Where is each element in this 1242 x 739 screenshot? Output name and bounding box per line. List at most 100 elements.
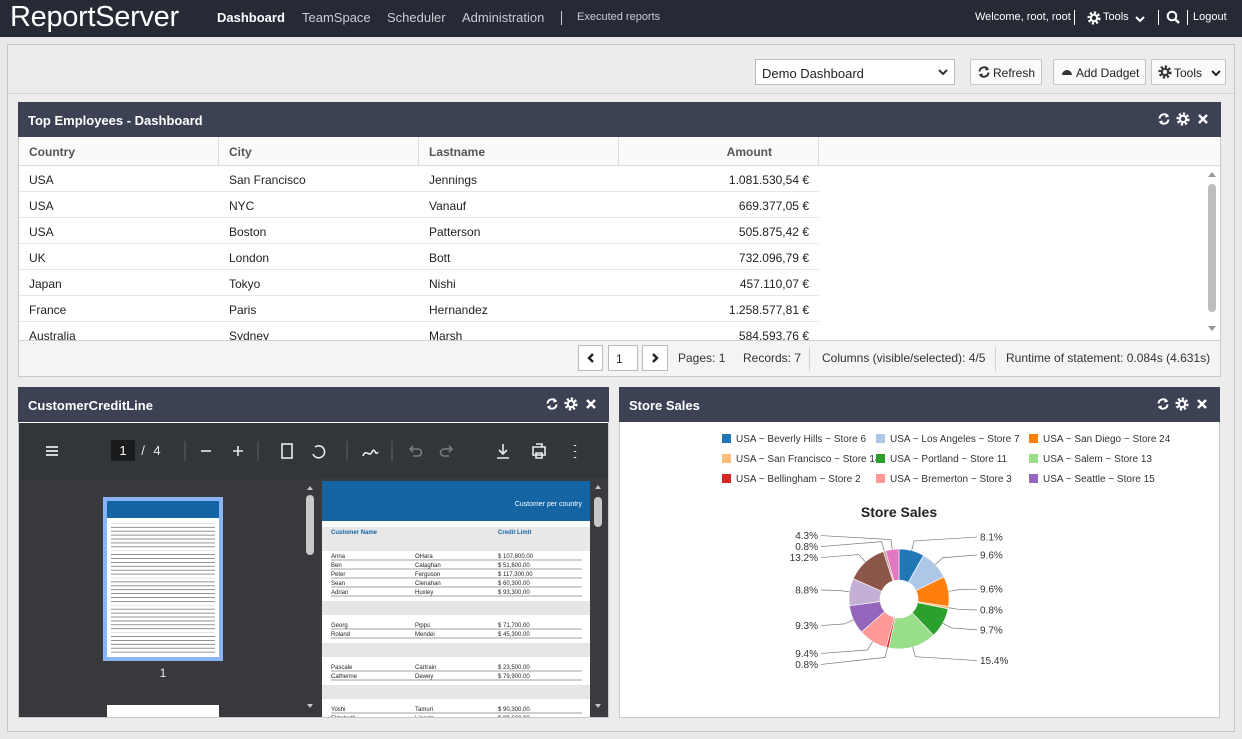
page-number: 1 [119, 443, 126, 458]
pdf-cell: $ 79,900.00 [498, 674, 530, 680]
slice-label: 9.3% [795, 621, 818, 632]
pager-button[interactable] [642, 345, 668, 371]
page-input[interactable]: 1 [608, 345, 638, 371]
footer-separator [809, 347, 810, 371]
gear-icon[interactable] [1175, 397, 1189, 411]
thumbnail-line [111, 617, 215, 618]
thumbnail-page [107, 501, 219, 657]
page-count: 4 [153, 443, 160, 458]
store-sales-header: Store Sales [619, 387, 1220, 422]
gear-ring [568, 401, 574, 407]
table-row: FranceParisHernandez1.258.577,81 € [19, 296, 819, 322]
refresh-icon[interactable] [1156, 397, 1170, 411]
right-icon [648, 351, 662, 365]
report-title: Customer per country [515, 501, 583, 508]
pdf-cell: Georg [331, 623, 348, 629]
nav-menu-item[interactable]: Dashboard [217, 11, 285, 24]
thumbnail-line [111, 550, 215, 551]
thumbnail-header [107, 501, 219, 518]
scroll-thumb [1208, 184, 1216, 312]
column-header[interactable]: Lastname [419, 137, 619, 166]
thumbnail-line [111, 574, 215, 575]
dashboard-select[interactable]: Demo Dashboard [755, 59, 955, 85]
pdf-cell: $ 89,600.00 [498, 716, 530, 717]
pdf-cell: Peter [331, 572, 345, 578]
executed-reports-link[interactable]: Executed reports [577, 12, 660, 23]
thumbnail-line [111, 648, 215, 649]
thumbnail-line [111, 644, 215, 645]
pdf-viewer: 1/4 1Customer per countryCustomer NameCr… [19, 423, 608, 717]
refresh-button[interactable]: Refresh [970, 59, 1042, 85]
legend-swatch [722, 434, 731, 443]
table-row: JapanTokyoNishi457.110,07 € [19, 270, 819, 296]
legend-label: USA ~ Los Angeles ~ Store 7 [890, 434, 1020, 445]
pdf-group-band [322, 601, 590, 615]
table-row: UKLondonBott732.096,79 € [19, 244, 819, 270]
add-dadget-button[interactable]: Add Dadget [1053, 59, 1146, 85]
refresh-icon[interactable] [1157, 112, 1171, 126]
thumbnail-line [111, 640, 215, 641]
leader-line [821, 542, 884, 552]
column-header[interactable]: City [219, 137, 419, 166]
logout-link[interactable]: Logout [1193, 12, 1227, 23]
close-x [1198, 400, 1206, 408]
thumbnail-line [111, 605, 215, 606]
column-header[interactable]: Country [19, 137, 219, 166]
nav-menu-item[interactable]: TeamSpace [302, 11, 371, 24]
pager-button[interactable] [578, 345, 603, 371]
records-info: Records: 7 [743, 352, 801, 364]
thumbnail-line [111, 621, 215, 622]
leader-line [948, 608, 977, 610]
table-cell: 457.110,07 € [619, 278, 809, 290]
column-header[interactable]: Amount [619, 137, 819, 166]
pdf-cell: Pascale [331, 665, 353, 671]
column-header-label: Amount [619, 146, 772, 158]
gear-icon[interactable] [564, 397, 578, 411]
chevron-icon[interactable] [1133, 12, 1147, 26]
top-employees-header: Top Employees - Dashboard [18, 102, 1221, 137]
close-icon[interactable] [584, 397, 598, 411]
thumbnail-line [111, 632, 215, 633]
thumbnail-page [107, 705, 219, 717]
thumbnail-line [111, 527, 215, 528]
pdf-cell: Huxley [415, 590, 433, 596]
legend-swatch [876, 474, 885, 483]
nav-tools-menu[interactable]: Tools [1103, 12, 1129, 23]
pdf-toolbar [19, 423, 608, 479]
close-icon[interactable] [1195, 397, 1209, 411]
table-cell: Vanauf [429, 200, 466, 212]
table-cell: 505.875,42 € [619, 226, 809, 238]
slice-label: 8.1% [980, 533, 1003, 544]
chevron [939, 70, 947, 74]
table-scrollbar [1206, 168, 1218, 336]
close-icon[interactable] [1196, 112, 1210, 126]
table-cell: Australia [29, 330, 76, 340]
chevron [1136, 17, 1144, 21]
table-cell: Paris [229, 304, 256, 316]
table-row: USASan FranciscoJennings1.081.530,54 € [19, 166, 819, 192]
slice-label: 9.6% [980, 585, 1003, 596]
pdf-cell: Mendel [415, 632, 435, 638]
nav-menu-item[interactable]: Administration [462, 11, 544, 24]
table-cell: Patterson [429, 226, 480, 238]
top-nav: ReportServerDashboardTeamSpaceSchedulerA… [0, 0, 1242, 37]
table-cell: 584.593,76 € [619, 330, 809, 340]
pdf-group-band [322, 643, 590, 657]
leader-line [912, 537, 977, 551]
search-icon[interactable] [1166, 10, 1180, 24]
pdf-column-header: Credit Limit [498, 530, 531, 536]
gear-icon[interactable] [1176, 112, 1190, 126]
column-header-label: City [229, 146, 252, 158]
tools-button[interactable]: Tools [1151, 59, 1226, 85]
table-cell: Bott [429, 252, 450, 264]
refresh-icon[interactable] [545, 397, 559, 411]
table-footer: 1Pages: 1Records: 7Columns (visible/sele… [19, 340, 1220, 376]
gear-icon [1087, 11, 1101, 25]
table-cell: Jennings [429, 174, 477, 186]
thumbnail-line [111, 562, 215, 563]
nav-menu-item[interactable]: Scheduler [387, 11, 446, 24]
dash-icon [1060, 65, 1074, 79]
legend-swatch [722, 474, 731, 483]
legend-label: USA ~ Bellingham ~ Store 2 [736, 474, 861, 485]
add-dadget-button-label: Add Dadget [1076, 67, 1139, 79]
